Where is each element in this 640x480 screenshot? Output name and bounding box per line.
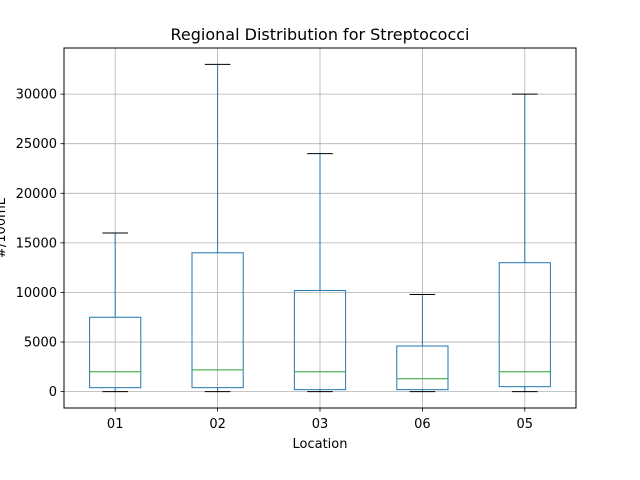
y-axis-label: #/100mL: [0, 197, 9, 258]
y-tick-label: 0: [49, 385, 57, 400]
x-tick-label: 03: [312, 417, 329, 432]
iqr-box: [191, 252, 244, 389]
x-axis-ticks: 01 02 03 06 05: [107, 408, 533, 432]
x-tick-label: 01: [107, 417, 124, 432]
y-tick-label: 15000: [16, 236, 57, 251]
y-tick-label: 30000: [16, 88, 57, 103]
chart-title: Regional Distribution for Streptococci: [171, 25, 470, 44]
y-tick-label: 20000: [16, 187, 57, 202]
box-series: [89, 63, 551, 393]
y-axis-ticks: 0 5000 10000 15000 20000 25000 30000: [16, 88, 64, 400]
box-06: [396, 293, 449, 393]
x-tick-label: 02: [209, 417, 226, 432]
x-tick-label: 06: [414, 417, 431, 432]
y-tick-label: 25000: [16, 137, 57, 152]
iqr-box: [498, 262, 551, 388]
iqr-box: [89, 316, 142, 389]
box-03: [293, 153, 347, 393]
iqr-box: [293, 289, 347, 391]
iqr-box: [396, 345, 449, 391]
x-axis-label: Location: [293, 437, 348, 452]
box-02: [191, 63, 244, 393]
x-tick-label: 05: [517, 417, 534, 432]
box-05: [498, 93, 551, 393]
y-tick-label: 10000: [16, 286, 57, 301]
box-01: [89, 232, 142, 393]
y-tick-label: 5000: [24, 336, 57, 351]
